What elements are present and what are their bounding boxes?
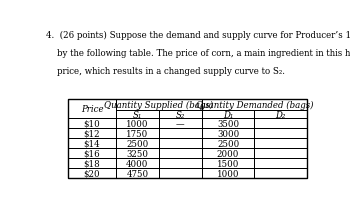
Bar bbox=[202, 119, 254, 129]
Text: 4750: 4750 bbox=[126, 169, 148, 178]
Bar bbox=[116, 149, 159, 159]
Bar bbox=[159, 111, 202, 119]
Bar bbox=[116, 129, 159, 139]
Bar bbox=[159, 139, 202, 149]
Bar bbox=[116, 169, 159, 178]
Text: D₂: D₂ bbox=[275, 110, 286, 119]
Text: $12: $12 bbox=[84, 129, 100, 138]
Bar bbox=[159, 169, 202, 178]
Bar bbox=[68, 149, 116, 159]
Text: 2500: 2500 bbox=[126, 139, 148, 148]
Text: D₁: D₁ bbox=[223, 110, 233, 119]
Text: price, which results in a changed supply curve to S₂.: price, which results in a changed supply… bbox=[47, 67, 286, 76]
Bar bbox=[159, 159, 202, 169]
Text: 4000: 4000 bbox=[126, 159, 148, 168]
Bar bbox=[68, 169, 116, 178]
Bar bbox=[202, 111, 254, 119]
Text: 4.  (26 points) Suppose the demand and supply curve for Producer’s 14% horse fee: 4. (26 points) Suppose the demand and su… bbox=[47, 31, 350, 40]
Bar bbox=[202, 129, 254, 139]
Bar bbox=[116, 159, 159, 169]
Text: S₂: S₂ bbox=[176, 110, 185, 119]
Bar bbox=[68, 119, 116, 129]
Text: 1750: 1750 bbox=[126, 129, 148, 138]
Text: 1000: 1000 bbox=[217, 169, 239, 178]
Text: 3500: 3500 bbox=[217, 119, 239, 128]
Text: Quantity Supplied (bags): Quantity Supplied (bags) bbox=[104, 101, 214, 110]
Text: $14: $14 bbox=[84, 139, 100, 148]
Bar bbox=[116, 111, 159, 119]
Bar bbox=[68, 100, 116, 119]
Text: 3250: 3250 bbox=[126, 149, 148, 158]
Bar bbox=[159, 149, 202, 159]
Bar bbox=[159, 119, 202, 129]
Text: $20: $20 bbox=[84, 169, 100, 178]
Bar bbox=[116, 100, 202, 111]
Text: by the following table. The price of corn, a main ingredient in this horse feed : by the following table. The price of cor… bbox=[47, 49, 350, 58]
Bar bbox=[202, 149, 254, 159]
Text: Quantity Demanded (bags): Quantity Demanded (bags) bbox=[196, 101, 313, 110]
Text: 1500: 1500 bbox=[217, 159, 239, 168]
Text: Price: Price bbox=[81, 105, 103, 114]
Bar bbox=[116, 139, 159, 149]
Bar bbox=[159, 129, 202, 139]
Bar bbox=[68, 129, 116, 139]
Text: $10: $10 bbox=[84, 119, 100, 128]
Text: $18: $18 bbox=[84, 159, 100, 168]
Bar bbox=[68, 139, 116, 149]
Text: —: — bbox=[176, 119, 185, 128]
Text: S₁: S₁ bbox=[133, 110, 142, 119]
Bar bbox=[116, 119, 159, 129]
Text: 2500: 2500 bbox=[217, 139, 239, 148]
Bar bbox=[202, 159, 254, 169]
Bar bbox=[202, 100, 307, 111]
Bar bbox=[254, 149, 307, 159]
Text: 1000: 1000 bbox=[126, 119, 149, 128]
Bar bbox=[202, 139, 254, 149]
Bar bbox=[254, 169, 307, 178]
Text: 3000: 3000 bbox=[217, 129, 239, 138]
Bar bbox=[68, 159, 116, 169]
Text: $16: $16 bbox=[84, 149, 100, 158]
Text: 2000: 2000 bbox=[217, 149, 239, 158]
Bar bbox=[254, 119, 307, 129]
Bar bbox=[202, 169, 254, 178]
Bar bbox=[68, 100, 307, 178]
Bar bbox=[254, 111, 307, 119]
Bar bbox=[254, 159, 307, 169]
Bar bbox=[254, 139, 307, 149]
Bar bbox=[254, 129, 307, 139]
